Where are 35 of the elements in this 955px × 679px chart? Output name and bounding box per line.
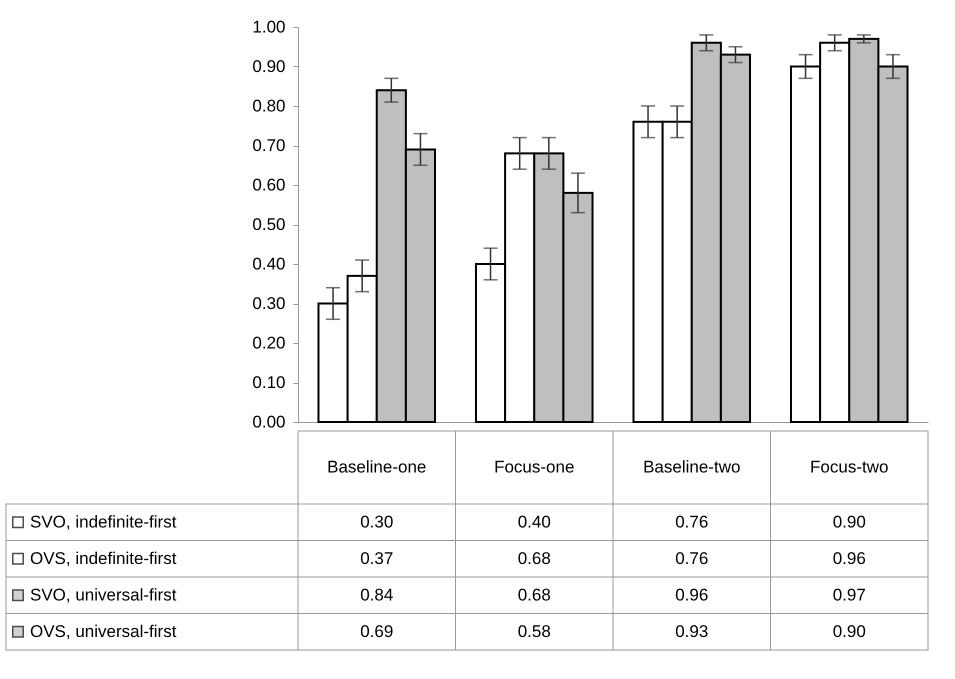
legend-label: OVS, universal-first [30,622,177,641]
data-label: 0.90 [832,622,866,641]
y-tick-label: 0.00 [252,412,286,432]
legend-label: SVO, universal-first [30,585,177,604]
data-label: 0.58 [518,622,551,641]
data-label: 0.68 [518,585,551,604]
y-tick-label: 1.00 [252,18,286,36]
y-tick-label: 0.20 [252,334,286,352]
x-tick-label: Baseline-one [327,458,426,476]
data-label: 0.93 [675,622,708,641]
y-tick-label: 0.90 [252,57,286,76]
data-label: 0.96 [832,548,866,568]
data-label: 0.76 [675,512,708,532]
legend-label: SVO, indefinite-first [30,512,177,532]
data-label: 0.69 [360,622,394,641]
data-label: 0.30 [360,512,394,532]
data-label: 0.40 [518,512,551,532]
y-tick-label: 0.10 [252,373,286,392]
y-tick-label: 0.40 [252,254,286,274]
y-tick-label: 0.70 [252,136,286,155]
x-tick-label: Focus-one [494,458,574,476]
data-label: 0.68 [518,548,551,568]
data-label: 0.37 [360,548,394,568]
x-tick-label: Focus-two [810,458,888,476]
data-label: 0.96 [675,585,708,604]
y-tick-label: 0.80 [252,96,286,116]
legend-label: OVS, indefinite-first [30,548,177,568]
data-label: 0.97 [832,585,866,604]
x-tick-label: Baseline-two [643,458,740,476]
y-tick-label: 0.30 [252,294,286,313]
data-label: 0.84 [360,585,394,604]
data-label: 0.90 [832,512,866,532]
data-label: 0.76 [675,548,708,568]
y-tick-label: 0.60 [252,176,286,194]
y-tick-label: 0.50 [252,215,286,234]
